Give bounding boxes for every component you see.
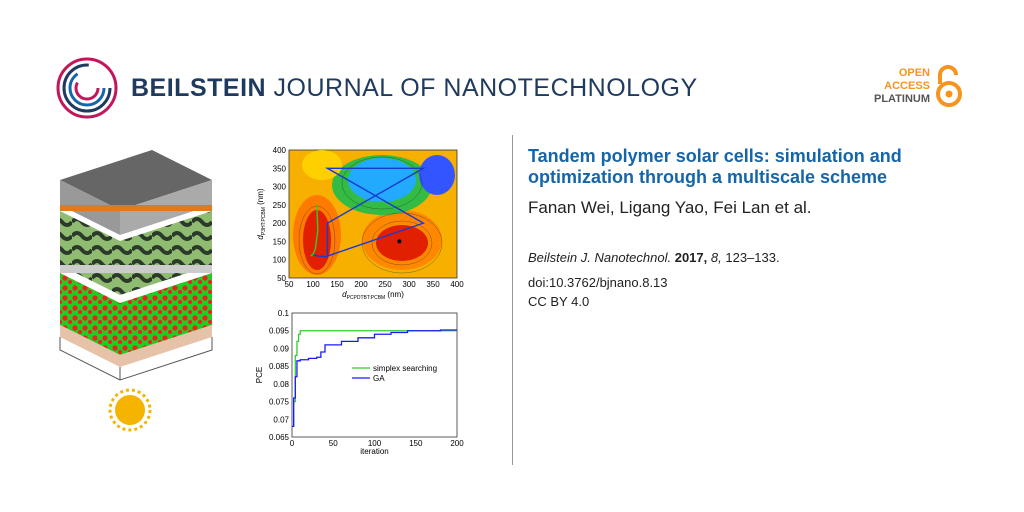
article-info: Tandem polymer solar cells: simulation a… — [528, 146, 988, 309]
heatmap-ytick: 50 — [277, 274, 286, 283]
heatmap-xlabel: dPCPDTBT:PCBM (nm) — [342, 290, 404, 301]
heatmap-xtick: 250 — [378, 280, 392, 289]
pce-xtick: 0 — [290, 439, 295, 448]
citation-volume: 8, — [710, 250, 722, 265]
pce-ytick: 0.07 — [273, 415, 289, 424]
pce-ytick: 0.09 — [273, 344, 289, 353]
pce-ytick: 0.075 — [269, 398, 290, 407]
abstract-figure: 50 100 150 200 250 300 350 400 dPCPDTBT:PCBM (nm… — [59, 146, 464, 456]
journal-name-bold: BEILSTEIN — [131, 73, 267, 102]
heatmap-xtick: 300 — [402, 280, 416, 289]
pce-ytick: 0.08 — [273, 380, 289, 389]
pce-xtick: 50 — [329, 439, 338, 448]
legend-simplex: simplex searching — [373, 364, 437, 373]
oa-line2: ACCESS — [884, 79, 930, 92]
oa-line1: OPEN — [898, 66, 930, 79]
pce-ytick: 0.1 — [278, 309, 290, 318]
heatmap-ytick: 350 — [273, 164, 287, 173]
sun-icon — [108, 388, 152, 432]
open-access-badge: OPEN ACCESS PLATINUM — [874, 64, 964, 108]
heatmap-ytick: 100 — [273, 256, 287, 265]
heatmap-plot: 50 100 150 200 250 300 350 400 dPCPDTBT:PCBM (nm… — [256, 146, 464, 301]
pce-ytick: 0.095 — [269, 327, 290, 336]
path-green — [310, 204, 319, 257]
heatmap-xtick: 350 — [426, 280, 440, 289]
pce-ytick: 0.065 — [269, 433, 290, 442]
graphical-abstract: 50 100 150 200 250 300 350 400 dPCPDTBT:PCBM (nm… — [52, 145, 472, 470]
pce-yticks: 0.065 0.07 0.075 0.08 0.085 0.09 0.095 0.1 PCE — [255, 309, 290, 442]
pce-ytick: 0.085 — [269, 362, 290, 371]
journal-header: BEILSTEIN JOURNAL OF NANOTECHNOLOGY — [55, 56, 698, 120]
citation-pages: 123–133. — [725, 250, 780, 265]
legend-ga: GA — [373, 374, 385, 383]
open-lock-icon — [936, 65, 962, 107]
heatmap-ylabel: dP3HT:PCBM (nm) — [256, 188, 267, 240]
heatmap-ytick: 300 — [273, 183, 287, 192]
heatmap-xticks: 50 100 150 200 250 300 350 400 dPCPDTBT:PCBM (nm… — [285, 280, 465, 301]
optimum-point — [397, 239, 402, 244]
pce-plot: 0 50 100 150 200 iteration 0.065 0.07 0.075 0.08… — [255, 309, 464, 456]
heatmap-ytick: 250 — [273, 201, 287, 210]
pce-ylabel: PCE — [255, 367, 264, 383]
pce-xlabel: iteration — [360, 447, 388, 456]
pce-xtick: 200 — [450, 439, 464, 448]
article-authors: Fanan Wei, Ligang Yao, Fei Lan et al. — [528, 198, 812, 217]
device-stack — [59, 150, 213, 381]
heatmap-xtick: 200 — [354, 280, 368, 289]
oa-line3: PLATINUM — [873, 92, 930, 105]
doi[interactable]: doi:10.3762/bjnano.8.13 — [528, 275, 668, 290]
article-title[interactable]: Tandem polymer solar cells: simulation a… — [528, 146, 902, 187]
journal-name: BEILSTEIN JOURNAL OF NANOTECHNOLOGY — [131, 74, 698, 103]
pce-xticks: 0 50 100 150 200 iteration — [290, 439, 464, 456]
heatmap-xtick: 400 — [450, 280, 464, 289]
citation: Beilstein J. Nanotechnol. 2017, 8, 123–1… — [528, 250, 988, 265]
heatmap-ytick: 400 — [273, 146, 287, 155]
heatmap-xtick: 100 — [306, 280, 320, 289]
heatmap-yticks: 50 100 150 200 250 300 350 400 dP3HT:PCBM (nm) — [256, 146, 287, 283]
pce-xtick: 100 — [368, 439, 382, 448]
series-ga — [292, 329, 457, 428]
citation-year: 2017, — [674, 250, 708, 265]
journal-name-rest: JOURNAL OF NANOTECHNOLOGY — [266, 73, 698, 102]
heatmap-xtick: 150 — [330, 280, 344, 289]
path-blue — [312, 167, 427, 258]
heatmap-ytick: 150 — [273, 237, 287, 246]
legend: simplex searching GA — [352, 364, 437, 383]
divider — [512, 135, 513, 465]
heatmap-ytick: 200 — [273, 219, 287, 228]
citation-journal: Beilstein J. Nanotechnol. — [528, 250, 672, 265]
heatmap-xtick: 50 — [285, 280, 294, 289]
pce-xtick: 150 — [409, 439, 423, 448]
journal-logo-icon — [56, 57, 118, 119]
license[interactable]: CC BY 4.0 — [528, 294, 590, 309]
